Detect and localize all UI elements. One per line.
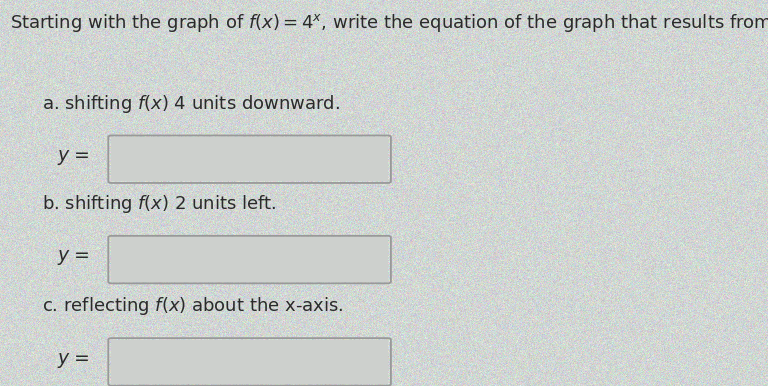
Text: b. shifting $f(x)$ 2 units left.: b. shifting $f(x)$ 2 units left.	[42, 193, 277, 215]
Text: y =: y =	[58, 146, 91, 165]
Text: c. reflecting $f(x)$ about the x-axis.: c. reflecting $f(x)$ about the x-axis.	[42, 295, 343, 317]
Text: Starting with the graph of $f(x) = 4^{x}$, write the equation of the graph that : Starting with the graph of $f(x) = 4^{x}…	[10, 12, 768, 34]
Text: y =: y =	[58, 246, 91, 265]
Text: a. shifting $f(x)$ 4 units downward.: a. shifting $f(x)$ 4 units downward.	[42, 93, 340, 115]
Text: y =: y =	[58, 349, 91, 367]
FancyBboxPatch shape	[111, 137, 388, 181]
FancyBboxPatch shape	[111, 340, 388, 384]
FancyBboxPatch shape	[111, 237, 388, 282]
